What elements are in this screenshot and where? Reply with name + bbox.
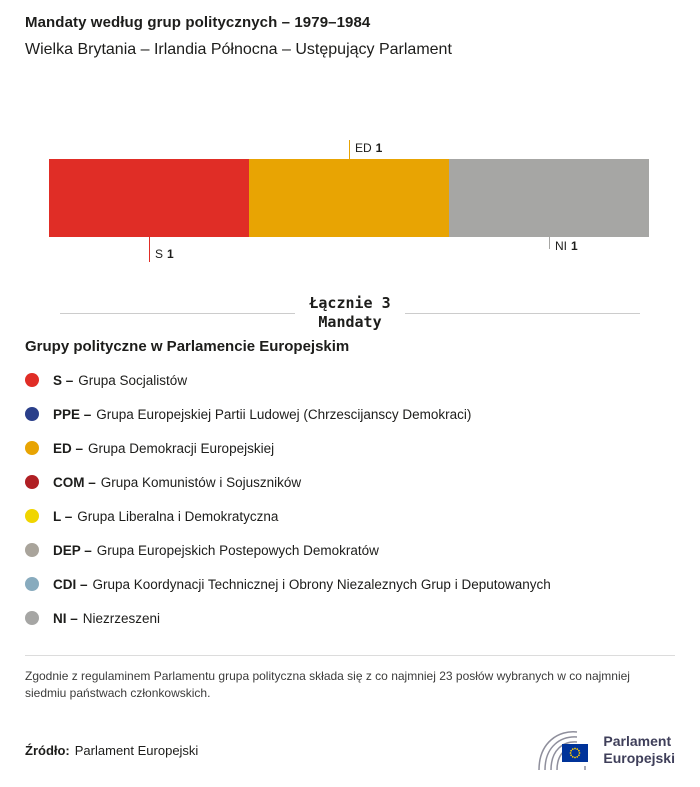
- page-subtitle: Wielka Brytania – Irlandia Północna – Us…: [25, 41, 452, 58]
- legend-label-dep: DEP – Grupa Europejskich Postepowych Demo…: [53, 543, 379, 558]
- legend-code-com: COM –: [53, 474, 96, 490]
- legend-heading: Grupy polityczne w Parlamencie Europejsk…: [25, 338, 350, 355]
- segment-seats-ni: 1: [571, 239, 578, 253]
- legend-code-dep: DEP –: [53, 542, 92, 558]
- segment-code-ni: NI: [555, 239, 567, 253]
- legend-label-ni: NI – Niezrzeszeni: [53, 611, 160, 626]
- european-parliament-logo: Parlament Europejski: [535, 728, 675, 772]
- legend-dot-com: [25, 475, 39, 489]
- legend-name-dep: Grupa Europejskich Postepowych Demokrató…: [96, 542, 379, 558]
- segment-code-s: S: [155, 247, 164, 261]
- total-line1: Łącznie 3: [309, 294, 391, 312]
- legend-code-ed: ED –: [53, 440, 84, 456]
- total-seats-row: Łącznie 3 Mandaty: [60, 294, 640, 332]
- legend-label-ed: ED – Grupa Demokracji Europejskiej: [53, 441, 274, 456]
- ep-logo-line1: Parlament: [603, 733, 672, 749]
- segment-label-ni: NI 1: [555, 239, 578, 253]
- page-title: Mandaty według grup politycznych – 1979–…: [25, 14, 371, 31]
- bar-segment-ni: [449, 159, 649, 237]
- legend-item-ppe: PPE – Grupa Europejskiej Partii Ludowej (…: [25, 397, 675, 431]
- footnote-text: Zgodnie z regulaminem Parlamentu grupa p…: [25, 669, 630, 700]
- legend-dot-ppe: [25, 407, 39, 421]
- legend-label-ppe: PPE – Grupa Europejskiej Partii Ludowej (…: [53, 407, 471, 422]
- segment-seats-ed: 1: [375, 141, 383, 155]
- legend-dot-ed: [25, 441, 39, 455]
- legend-dot-cdi: [25, 577, 39, 591]
- legend-item-dep: DEP – Grupa Europejskich Postepowych Demo…: [25, 533, 675, 567]
- segment-code-ed: ED: [355, 141, 372, 155]
- legend-name-s: Grupa Socjalistów: [78, 372, 188, 388]
- legend-item-l: L – Grupa Liberalna i Demokratyczna: [25, 499, 675, 533]
- bar-segment-s: [49, 159, 249, 237]
- ep-logo-text: Parlament Europejski: [603, 733, 675, 767]
- ep-hemicycle-icon: [538, 731, 589, 771]
- legend-name-l: Grupa Liberalna i Demokratyczna: [77, 508, 279, 524]
- legend-dot-ni: [25, 611, 39, 625]
- legend-dot-l: [25, 509, 39, 523]
- legend-code-l: L –: [53, 508, 73, 524]
- legend-label-com: COM – Grupa Komunistów i Sojuszników: [53, 475, 301, 490]
- segment-seats-s: 1: [167, 247, 174, 261]
- legend-label-s: S – Grupa Socjalistów: [53, 373, 187, 388]
- legend-dot-s: [25, 373, 39, 387]
- bar-segment-ed: [249, 159, 449, 237]
- legend-dot-dep: [25, 543, 39, 557]
- tick-s: [149, 237, 150, 262]
- legend: S – Grupa Socjalistów PPE – Grupa Europejs…: [25, 363, 675, 635]
- source-value: Parlament Europejski: [74, 742, 199, 758]
- legend-label-l: L – Grupa Liberalna i Demokratyczna: [53, 509, 278, 524]
- eu-flag-icon: [562, 744, 589, 762]
- legend-item-cdi: CDI – Grupa Koordynacji Technicznej i Obr…: [25, 567, 675, 601]
- legend-item-ed: ED – Grupa Demokracji Europejskiej: [25, 431, 675, 465]
- tick-ni: [549, 237, 550, 249]
- legend-item-s: S – Grupa Socjalistów: [25, 363, 675, 397]
- source-label: Źródło:: [25, 742, 70, 758]
- legend-label-cdi: CDI – Grupa Koordynacji Technicznej i Obr…: [53, 577, 551, 592]
- legend-item-ni: NI – Niezrzeszeni: [25, 601, 675, 635]
- total-seats-label: Łącznie 3 Mandaty: [309, 294, 390, 332]
- segment-label-ed: ED 1: [355, 141, 382, 155]
- tick-ed: [349, 140, 350, 159]
- total-line2: Mandaty: [318, 313, 382, 331]
- total-rule-left: [60, 312, 296, 314]
- legend-name-com: Grupa Komunistów i Sojuszników: [100, 474, 302, 490]
- total-rule-right: [404, 312, 640, 314]
- legend-name-cdi: Grupa Koordynacji Technicznej i Obrony N…: [92, 576, 551, 592]
- legend-code-cdi: CDI –: [53, 576, 88, 592]
- footnote-divider: [25, 655, 675, 656]
- footer: Źródło: Parlament Europejski: [25, 728, 675, 772]
- legend-code-ni: NI –: [53, 610, 78, 626]
- stacked-bar: [49, 159, 649, 237]
- ep-logo-line2: Europejski: [603, 750, 675, 766]
- legend-code-ppe: PPE –: [53, 406, 92, 422]
- legend-name-ppe: Grupa Europejskiej Partii Ludowej (Chrze…: [96, 406, 472, 422]
- source: Źródło: Parlament Europejski: [25, 743, 198, 758]
- legend-name-ni: Niezrzeszeni: [82, 610, 161, 626]
- legend-name-ed: Grupa Demokracji Europejskiej: [88, 440, 275, 456]
- legend-item-com: COM – Grupa Komunistów i Sojuszników: [25, 465, 675, 499]
- legend-code-s: S –: [53, 372, 74, 388]
